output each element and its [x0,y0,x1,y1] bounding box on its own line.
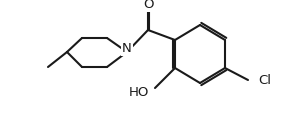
Text: Cl: Cl [258,73,271,86]
Text: O: O [143,0,153,12]
Text: N: N [122,42,132,55]
Text: HO: HO [129,86,149,98]
